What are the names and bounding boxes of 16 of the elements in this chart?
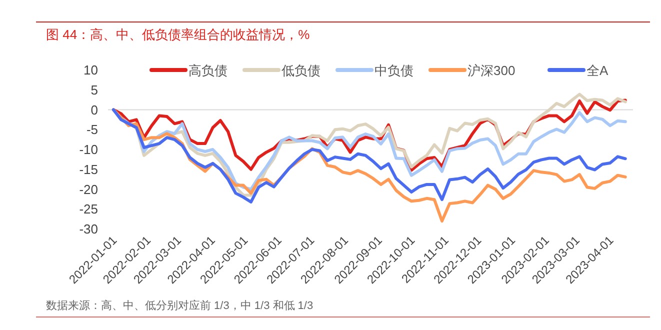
legend-label: 高负债 — [188, 63, 228, 78]
y-tick-label: -15 — [79, 162, 98, 177]
y-tick-label: -25 — [79, 202, 98, 217]
y-tick-label: 0 — [90, 102, 98, 118]
legend-label: 中负债 — [374, 63, 414, 78]
legend-label: 沪深300 — [468, 63, 516, 78]
y-tick-label: -20 — [79, 182, 98, 197]
source-note: 数据来源：高、中、低分别对应前 1/3，中 1/3 和低 1/3 — [46, 299, 314, 312]
y-tick-label: -5 — [86, 122, 98, 138]
y-tick-label: -10 — [79, 142, 98, 157]
y-tick-label: 10 — [84, 62, 98, 78]
chart-title: 图 44：高、中、低负债率组合的收益情况，% — [46, 27, 310, 42]
legend-label: 低负债 — [282, 63, 320, 78]
legend-label: 全A — [586, 63, 608, 78]
y-tick-label: -30 — [79, 222, 98, 236]
y-tick-label: 5 — [90, 82, 98, 98]
